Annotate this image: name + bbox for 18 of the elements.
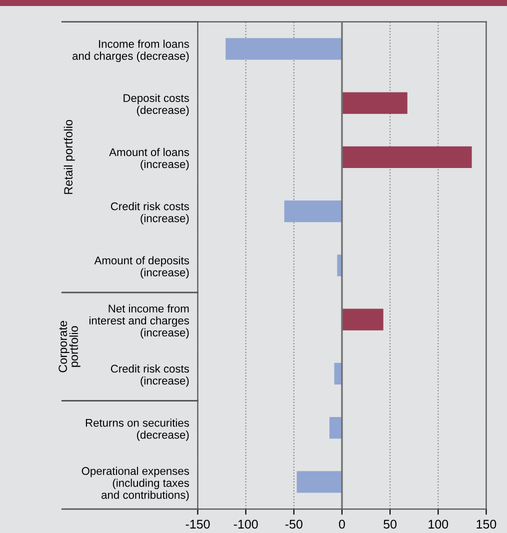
- y-tick-label: Amount of deposits (increase): [94, 256, 189, 279]
- x-tick-label: -50: [285, 520, 302, 529]
- x-tick-label: 0: [338, 520, 345, 529]
- y-tick-label: Deposit costs (decrease): [124, 94, 189, 116]
- y-tick-label: Returns on securities (decrease): [86, 418, 189, 441]
- x-tick-label: -100: [234, 520, 258, 529]
- y-tick-label: Net income from interest and charges (increase): [89, 304, 190, 339]
- y-tick-label: Credit risk costs (increase): [110, 364, 189, 387]
- x-tick-label: 50: [384, 520, 397, 529]
- text: Corporate portfolio: [58, 320, 80, 372]
- y-tick-label: Income from loans and charges (decrease): [72, 40, 189, 62]
- x-tick-label: 150: [476, 520, 496, 529]
- y-tick-label: Credit risk costs (increase): [110, 202, 189, 224]
- y-tick-label: Operational expenses (including taxes and contributions): [82, 466, 190, 502]
- text: Retail portfolio: [64, 120, 75, 194]
- x-tick-label: 100: [428, 520, 448, 529]
- y-tick-label: Amount of loans (increase): [109, 148, 189, 170]
- x-tick-label: -150: [186, 520, 210, 529]
